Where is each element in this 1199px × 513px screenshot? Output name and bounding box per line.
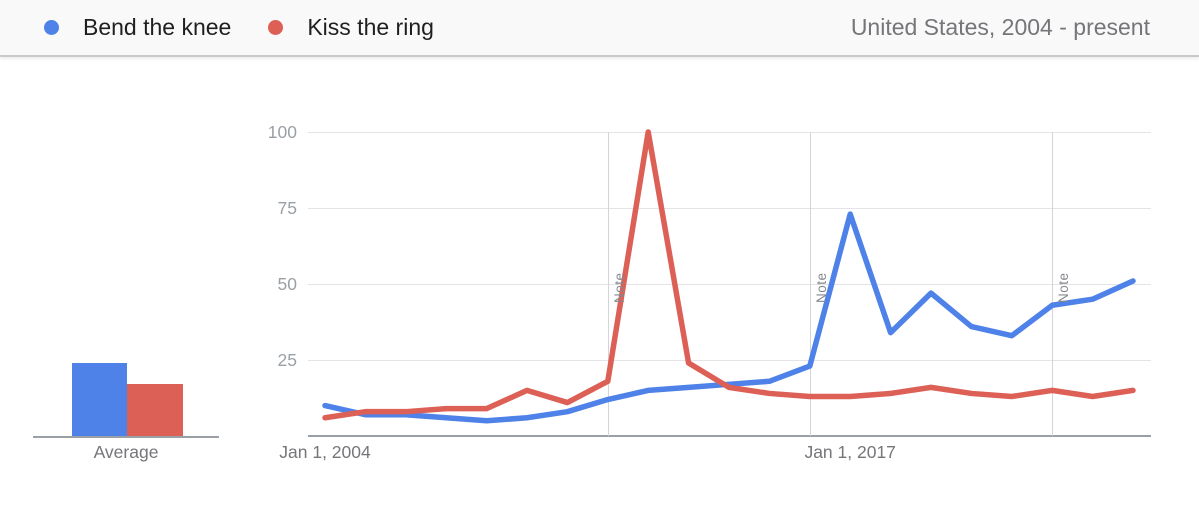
gridline-y xyxy=(308,207,1151,209)
note-line xyxy=(1052,132,1054,436)
scope-label: United States, 2004 - present xyxy=(850,14,1150,40)
legend-item-bend-the-knee: Bend the knee xyxy=(44,14,231,41)
note-label: Note xyxy=(813,272,829,303)
x-axis-label: Jan 1, 2004 xyxy=(279,442,371,462)
y-axis-label: 25 xyxy=(277,350,297,370)
y-axis-label: 100 xyxy=(267,122,297,142)
header: Bend the knee Kiss the ring United State… xyxy=(0,0,1199,57)
series-line-kiss-the-ring[interactable] xyxy=(322,129,1136,421)
x-axis-label: Jan 1, 2017 xyxy=(804,442,896,462)
legend-label: Kiss the ring xyxy=(307,14,434,40)
x-axis-line xyxy=(308,435,1151,437)
average-bar-kiss-the-ring xyxy=(127,384,183,436)
gridline-y xyxy=(308,359,1151,361)
gridline-y xyxy=(308,283,1151,285)
legend: Bend the knee Kiss the ring xyxy=(44,14,471,41)
note-line xyxy=(607,132,609,436)
gridline-y xyxy=(308,131,1151,133)
circle-marker-icon xyxy=(268,20,284,35)
y-axis-label: 50 xyxy=(277,274,297,294)
circle-marker-icon xyxy=(44,20,59,35)
average-bar-bend-the-knee xyxy=(72,363,127,436)
legend-label: Bend the knee xyxy=(83,14,232,40)
legend-item-kiss-the-ring: Kiss the ring xyxy=(268,14,434,41)
note-line xyxy=(809,132,811,436)
average-axis-line xyxy=(33,436,219,438)
note-label: Note xyxy=(611,272,627,303)
average-axis-label: Average xyxy=(93,442,159,462)
y-axis-label: 75 xyxy=(277,198,297,218)
note-label: Note xyxy=(1056,272,1072,303)
